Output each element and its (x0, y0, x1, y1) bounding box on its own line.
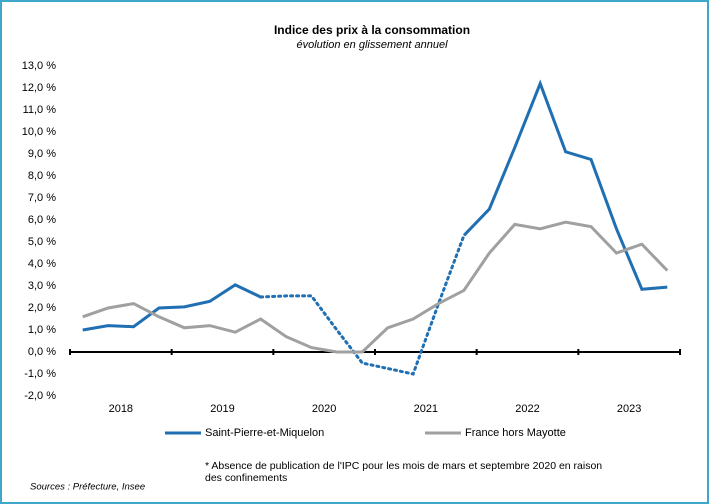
y-tick-label: -2,0 % (24, 390, 56, 402)
footnote: * Absence de publication de l'IPC pour l… (205, 460, 602, 484)
y-tick-label: 0,0 % (28, 346, 56, 358)
y-tick-label: 7,0 % (28, 192, 56, 204)
chart-title: Indice des prix à la consommation (274, 23, 470, 37)
y-tick-label: 2,0 % (28, 302, 56, 314)
x-tick-label: 2019 (210, 403, 234, 415)
line-dotted (259, 233, 466, 376)
y-tick-label: 4,0 % (28, 258, 56, 270)
x-tick-label: 2020 (312, 403, 336, 415)
line (82, 220, 669, 354)
source: Sources : Préfecture, Insee (30, 482, 145, 493)
legend-label: Saint-Pierre-et-Miquelon (205, 427, 324, 439)
y-tick-label: 5,0 % (28, 236, 56, 248)
y-tick-label: 12,0 % (22, 82, 56, 94)
y-tick-label: 9,0 % (28, 148, 56, 160)
legend-label: France hors Mayotte (465, 427, 566, 439)
y-tick-label: 6,0 % (28, 214, 56, 226)
line (462, 79, 668, 291)
x-tick-label: 2021 (414, 403, 438, 415)
y-tick-label: 8,0 % (28, 170, 56, 182)
line (82, 283, 262, 332)
x-tick-label: 2023 (617, 403, 641, 415)
y-tick-label: 11,0 % (23, 104, 57, 116)
y-tick-label: 3,0 % (28, 280, 56, 292)
y-tick-label: 10,0 % (22, 126, 56, 138)
x-tick-label: 2018 (109, 403, 133, 415)
y-tick-label: 13,0 % (22, 60, 56, 72)
x-tick-label: 2022 (515, 403, 539, 415)
y-tick-label: 1,0 % (28, 324, 56, 336)
chart-subtitle: évolution en glissement annuel (296, 39, 448, 51)
y-tick-label: -1,0 % (24, 368, 56, 380)
